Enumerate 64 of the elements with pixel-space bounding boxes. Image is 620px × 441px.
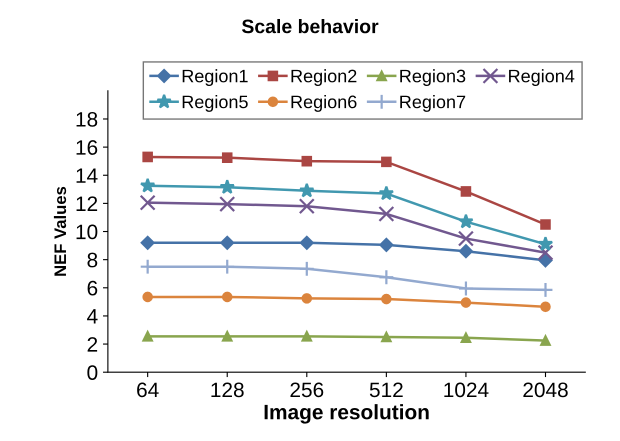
point	[458, 280, 474, 297]
x-tick-label: 2048	[523, 382, 568, 398]
point	[540, 335, 551, 346]
point	[220, 179, 235, 194]
point	[540, 302, 551, 312]
point	[140, 194, 156, 211]
legend-label: Region5	[182, 95, 248, 112]
legend-label: Region7	[400, 95, 466, 112]
point	[460, 332, 472, 344]
point	[460, 297, 472, 308]
x-tick-label: 128	[211, 382, 244, 398]
point	[378, 206, 394, 222]
legend-label: Region2	[292, 69, 356, 86]
point	[537, 244, 554, 261]
point	[142, 331, 153, 342]
point	[540, 219, 551, 230]
y-tick-label: 16	[76, 140, 98, 155]
point	[140, 178, 156, 193]
point	[298, 198, 315, 214]
x-axis-title: Image resolution	[264, 404, 429, 424]
point	[222, 331, 233, 342]
y-tick-label: 2	[88, 337, 98, 352]
point	[381, 332, 392, 342]
x-tick-label: 64	[137, 382, 159, 398]
point	[458, 214, 474, 228]
legend-label: Region1	[182, 69, 248, 86]
x-tick-label: 256	[290, 382, 324, 398]
point	[222, 292, 233, 302]
y-tick-label: 14	[76, 168, 98, 183]
point	[299, 182, 315, 198]
point	[378, 269, 394, 286]
legend-label: Region3	[400, 69, 466, 86]
point	[140, 236, 155, 250]
y-tick-label: 6	[88, 280, 98, 296]
point	[381, 156, 392, 168]
point	[379, 238, 394, 252]
point	[298, 260, 315, 277]
legend-label: Region6	[292, 95, 356, 112]
x-tick-label: 512	[370, 382, 403, 398]
point	[458, 230, 474, 247]
y-tick-label: 0	[87, 365, 98, 380]
point	[302, 293, 312, 304]
point	[142, 152, 153, 162]
point	[460, 186, 472, 197]
point	[538, 236, 554, 251]
y-tick-label: 10	[76, 224, 98, 240]
y-axis-title: NEF Values	[54, 186, 66, 276]
point	[458, 244, 473, 258]
point	[222, 152, 233, 163]
y-tick-label: 12	[76, 196, 98, 211]
point	[381, 294, 392, 304]
point	[220, 236, 234, 250]
point	[302, 156, 312, 166]
y-tick-label: 8	[87, 252, 98, 268]
point	[378, 185, 394, 200]
point	[142, 292, 153, 302]
point	[302, 331, 312, 342]
point	[219, 196, 236, 212]
point	[300, 236, 314, 250]
y-tick-label: 4	[87, 309, 98, 324]
y-tick-label: 18	[76, 112, 98, 127]
x-tick-label: 1024	[444, 382, 488, 398]
chart-title: Scale behavior	[242, 18, 378, 34]
legend-label: Region4	[509, 69, 574, 86]
